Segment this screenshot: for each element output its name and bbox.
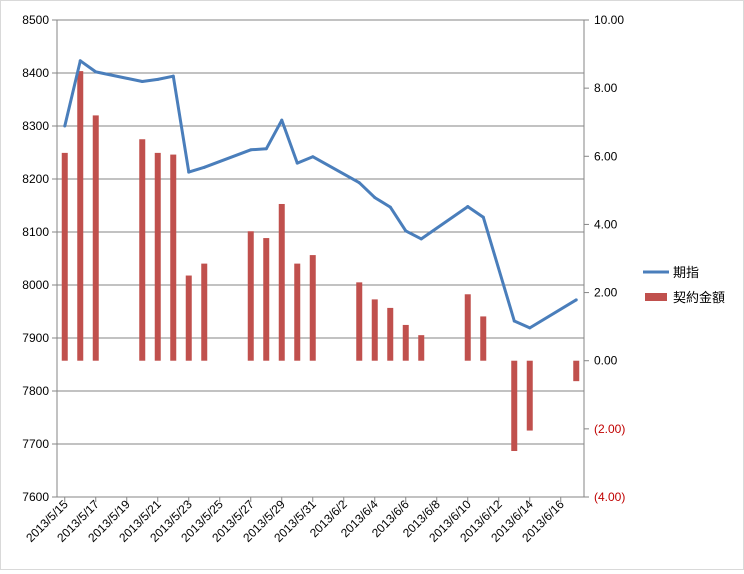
line-point bbox=[94, 70, 98, 74]
line-point bbox=[280, 118, 284, 122]
line-point bbox=[295, 161, 299, 165]
bar bbox=[61, 152, 68, 361]
right-axis-ticks: 10.00 8.00 6.00 4.00 2.00 0.00 (2.00) (4.00) bbox=[594, 13, 625, 504]
line-point bbox=[171, 74, 175, 78]
right-tick-label: (2.00) bbox=[594, 422, 625, 436]
line-point bbox=[528, 326, 532, 330]
legend-label-contract-amount: 契約金額 bbox=[673, 290, 725, 305]
line-point bbox=[140, 79, 144, 83]
right-tick-label: 10.00 bbox=[594, 13, 624, 27]
bar bbox=[154, 152, 161, 361]
bar bbox=[201, 263, 208, 361]
left-tick-label: 8300 bbox=[22, 119, 49, 133]
bar bbox=[278, 203, 285, 361]
line-point bbox=[481, 215, 485, 219]
line-series bbox=[63, 59, 578, 330]
axes bbox=[52, 19, 589, 502]
line-point bbox=[249, 148, 253, 152]
bar bbox=[418, 335, 425, 361]
bar bbox=[371, 299, 378, 361]
line-point bbox=[311, 155, 315, 159]
bar bbox=[511, 360, 518, 452]
line-point bbox=[404, 229, 408, 233]
bar-series bbox=[61, 71, 580, 452]
line-point bbox=[156, 77, 160, 81]
bar bbox=[294, 263, 301, 361]
bar bbox=[573, 360, 580, 382]
legend: 期指 契約金額 bbox=[643, 265, 725, 305]
line-point bbox=[388, 205, 392, 209]
bar bbox=[185, 275, 192, 361]
right-tick-label: 6.00 bbox=[594, 149, 618, 163]
bar bbox=[92, 115, 99, 361]
bar bbox=[170, 154, 177, 361]
bar bbox=[263, 238, 270, 361]
bar bbox=[480, 316, 487, 361]
left-tick-label: 7600 bbox=[22, 490, 49, 504]
legend-bar-swatch bbox=[645, 293, 667, 301]
left-tick-label: 8400 bbox=[22, 66, 49, 80]
bar bbox=[402, 324, 409, 361]
bar bbox=[309, 255, 316, 361]
line-point bbox=[419, 237, 423, 241]
left-tick-label: 8000 bbox=[22, 278, 49, 292]
bar bbox=[526, 360, 533, 431]
x-axis-ticks: 2013/5/152013/5/172013/5/192013/5/212013… bbox=[23, 497, 567, 545]
line-point bbox=[63, 124, 67, 128]
bar bbox=[387, 307, 394, 361]
line-point bbox=[373, 196, 377, 200]
line-point bbox=[466, 205, 470, 209]
bar bbox=[139, 139, 146, 361]
right-tick-label: 8.00 bbox=[594, 81, 618, 95]
line-point bbox=[357, 181, 361, 185]
left-axis-ticks: 8500 8400 8300 8200 8100 8000 7900 7800 7700 7600 bbox=[22, 13, 49, 504]
bar bbox=[247, 231, 254, 361]
left-tick-label: 8100 bbox=[22, 225, 49, 239]
right-tick-label: 4.00 bbox=[594, 217, 618, 231]
gridlines bbox=[57, 19, 584, 498]
right-tick-label: 0.00 bbox=[594, 354, 618, 368]
left-tick-label: 8200 bbox=[22, 172, 49, 186]
legend-label-futures: 期指 bbox=[673, 265, 699, 280]
bar bbox=[464, 294, 471, 361]
line-point bbox=[512, 319, 516, 323]
right-tick-label: 2.00 bbox=[594, 286, 618, 300]
left-tick-label: 7800 bbox=[22, 384, 49, 398]
right-tick-label: (4.00) bbox=[594, 490, 625, 504]
left-tick-label: 8500 bbox=[22, 13, 49, 27]
line-point bbox=[187, 170, 191, 174]
bar bbox=[77, 71, 84, 361]
left-tick-label: 7700 bbox=[22, 437, 49, 451]
line-point bbox=[264, 147, 268, 151]
bar bbox=[356, 282, 363, 361]
line-point bbox=[202, 165, 206, 169]
left-tick-label: 7900 bbox=[22, 331, 49, 345]
line-point bbox=[78, 59, 82, 63]
line-point bbox=[574, 298, 578, 302]
